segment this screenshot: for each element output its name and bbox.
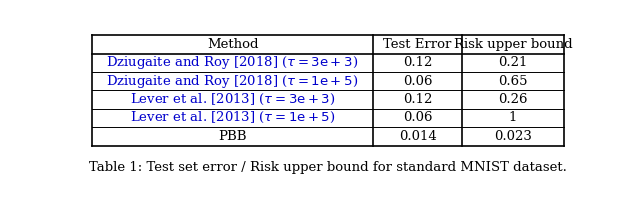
Text: 0.12: 0.12: [403, 93, 432, 106]
Text: 1: 1: [509, 112, 517, 124]
Text: Lever et al. [2013] ($\tau = 3\mathrm{e}+3$): Lever et al. [2013] ($\tau = 3\mathrm{e}…: [130, 92, 335, 107]
Text: PBB: PBB: [218, 130, 247, 143]
Text: Test Error: Test Error: [383, 38, 452, 51]
Text: 0.06: 0.06: [403, 112, 432, 124]
Text: Lever et al. [2013] ($\tau = 1\mathrm{e}+5$): Lever et al. [2013] ($\tau = 1\mathrm{e}…: [130, 110, 335, 125]
Text: Dziugaite and Roy [2018] ($\tau = 1\mathrm{e}+5$): Dziugaite and Roy [2018] ($\tau = 1\math…: [106, 73, 358, 90]
Text: Dziugaite and Roy [2018] ($\tau = 3\mathrm{e}+3$): Dziugaite and Roy [2018] ($\tau = 3\math…: [106, 54, 358, 71]
Text: Method: Method: [207, 38, 259, 51]
Text: 0.12: 0.12: [403, 56, 432, 69]
Text: 0.014: 0.014: [399, 130, 436, 143]
Text: Table 1: Test set error / Risk upper bound for standard MNIST dataset.: Table 1: Test set error / Risk upper bou…: [89, 161, 567, 174]
Text: 0.65: 0.65: [498, 75, 528, 88]
Text: 0.21: 0.21: [499, 56, 527, 69]
Text: Risk upper bound: Risk upper bound: [454, 38, 572, 51]
Text: 0.06: 0.06: [403, 75, 432, 88]
Text: 0.023: 0.023: [494, 130, 532, 143]
Text: 0.26: 0.26: [498, 93, 528, 106]
